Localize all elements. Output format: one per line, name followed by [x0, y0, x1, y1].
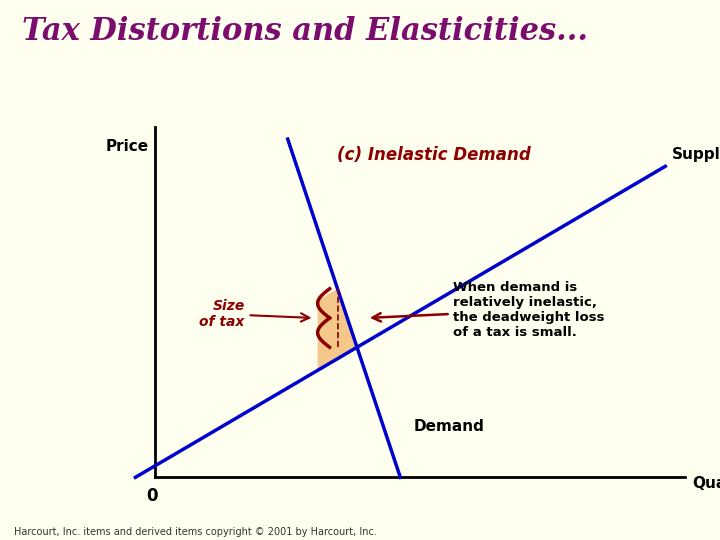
Text: Harcourt, Inc. items and derived items copyright © 2001 by Harcourt, Inc.: Harcourt, Inc. items and derived items c…	[14, 527, 377, 537]
Text: Price: Price	[106, 139, 148, 154]
Text: When demand is
relatively inelastic,
the deadweight loss
of a tax is small.: When demand is relatively inelastic, the…	[372, 281, 605, 339]
Text: Demand: Demand	[414, 420, 485, 434]
Text: Tax Distortions and Elasticities...: Tax Distortions and Elasticities...	[22, 16, 588, 47]
Polygon shape	[318, 289, 357, 370]
Text: (c) Inelastic Demand: (c) Inelastic Demand	[336, 146, 531, 164]
Text: Quantity: Quantity	[692, 476, 720, 491]
Text: Size
of tax: Size of tax	[199, 299, 309, 329]
Text: 0: 0	[146, 487, 158, 505]
Text: Supply: Supply	[672, 147, 720, 163]
